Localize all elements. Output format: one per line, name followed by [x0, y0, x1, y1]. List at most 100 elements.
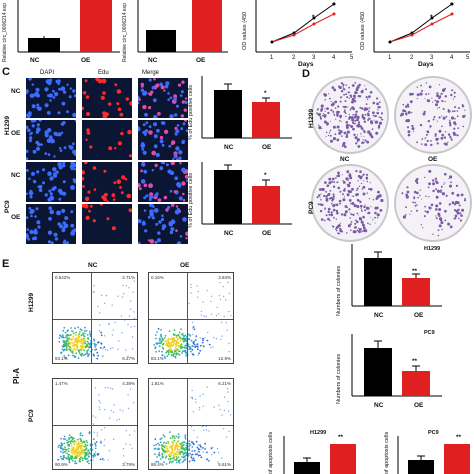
c-chart2-bar-nc [214, 170, 242, 224]
micrograph-dapi-h1299-oe [26, 120, 76, 160]
e-cellline-pc9: PC9 [28, 409, 35, 422]
chart1-svg [17, 0, 120, 53]
od2-tick-2: 2 [410, 55, 414, 61]
c-row-nc-1: NC [11, 88, 21, 95]
od1-svg [255, 0, 352, 53]
od2-tick-3: 3 [430, 55, 434, 61]
d-chart2-sig: ** [412, 358, 418, 365]
chart1-oe-label: OE [81, 57, 91, 64]
od1-star-2: * [332, 2, 335, 9]
chart2-ylabel: Relative circ_0006214 exp [122, 3, 128, 62]
d-chart2-bar-oe [402, 371, 430, 396]
e-chart1-bar-oe [330, 444, 356, 474]
quadrant-hline [53, 319, 137, 320]
quadrant-q2-value: 2.71% [122, 275, 135, 280]
e-chart1-bar-nc [294, 462, 320, 474]
chart1-bar-nc [28, 38, 60, 52]
quadrant-q3-value: 90.9% [55, 462, 68, 467]
c-chart2-nc: NC [224, 230, 234, 237]
od1-tick-5: 5 [350, 55, 354, 61]
c-chart1-ylabel: % of Edu positive cells [188, 84, 194, 140]
d-chart2-bar-nc [364, 348, 392, 396]
d-chart2-oe: OE [414, 402, 424, 409]
d-cellline-pc9: PC9 [308, 201, 315, 214]
e-chart1-svg [283, 436, 356, 474]
quadrant-q1-value: 1.47% [55, 381, 68, 386]
c-chart2-bar-oe [252, 186, 280, 224]
od1-star-1: * [312, 14, 315, 21]
e-yaxis-pia: PI-A [12, 368, 21, 384]
c-row-oe-1: OE [11, 130, 21, 137]
quadrant-vline [91, 273, 92, 363]
e-chart1-ylabel: of apoptosis cells [268, 431, 274, 474]
quadrant-q4-value: 6.27% [122, 356, 135, 361]
quadrant-q4-value: 3.79% [122, 462, 135, 467]
micrograph-edu-pc9-oe [82, 204, 132, 244]
d-chart2-nc: NC [374, 402, 384, 409]
od2-svg [373, 0, 470, 53]
od2-star-2: * [450, 2, 453, 9]
od1-tick-3: 3 [312, 55, 316, 61]
panel-d-letter: D [302, 68, 310, 80]
od1-tick-2: 2 [292, 55, 296, 61]
quadrant-q1-value: 1.81% [151, 381, 164, 386]
chart1-bar-oe [80, 0, 112, 52]
c-chart1-oe: OE [262, 144, 272, 151]
quadrant-vline [187, 379, 188, 469]
e-chart2-title: PC9 [428, 430, 439, 436]
c-chart2-ylabel: % of Edu positive cells [188, 172, 194, 228]
c-chart2-svg [201, 162, 292, 225]
quadrant-q2-value: 4.38% [122, 381, 135, 386]
dish-pc9-nc [311, 164, 389, 242]
d-header-oe: OE [428, 156, 438, 163]
od1-ylabel: OD values (450 [242, 11, 248, 50]
quadrant-vline [187, 273, 188, 363]
c-chart2-oe: OE [262, 230, 272, 237]
e-chart2-bar-oe [444, 444, 470, 474]
e-chart2-svg [397, 436, 470, 474]
od2-xlabel: Days [418, 61, 434, 68]
e-header-nc: NC [88, 262, 98, 269]
c-chart1-nc: NC [224, 144, 234, 151]
od2-star-1: * [430, 14, 433, 21]
quadrant-q3-value: 86.4% [151, 462, 164, 467]
e-cellline-h1299: H1299 [28, 292, 35, 312]
quadrant-q1-value: 0.16% [151, 275, 164, 280]
dish-pc9-oe [394, 164, 472, 242]
c-row-nc-2: NC [11, 172, 21, 179]
c-chart1-star: * [264, 90, 267, 97]
od1-tick-1: 1 [270, 55, 274, 61]
quadrant-q4-value: 12.9% [218, 356, 231, 361]
d-header-nc: NC [340, 156, 350, 163]
od2-tick-4: 4 [450, 55, 454, 61]
quadrant-q1-value: 0.542% [55, 275, 71, 280]
e-header-oe: OE [180, 262, 190, 269]
od2-tick-1: 1 [388, 55, 392, 61]
c-chart1-bar-oe [252, 102, 280, 138]
c-cellline-pc9: PC9 [4, 200, 11, 213]
od2-tick-5: 5 [466, 55, 470, 61]
d-chart1-title: H1299 [424, 246, 441, 252]
dish-h1299-nc [311, 76, 389, 154]
panel-c-letter: C [2, 66, 10, 78]
quadrant-q2-value: 3.84% [218, 275, 231, 280]
c-chart1-svg [201, 76, 292, 139]
d-chart1-ylabel: Numbers of colonies [336, 265, 342, 316]
e-chart1-title: H1299 [310, 430, 327, 436]
chart2-bar-nc [146, 30, 176, 52]
micrograph-dapi-pc9-oe [26, 204, 76, 244]
c-cellline-h1299: H1299 [4, 115, 11, 135]
flow-plot-pc9-oe: 1.81% 6.21% 86.4% 5.61% [148, 378, 234, 470]
chart1-nc-label: NC [30, 57, 40, 64]
e-chart2-bar-nc [408, 460, 434, 474]
flow-plot-h1299-nc: 0.542% 2.71% 93.1% 6.27% [52, 272, 138, 364]
quadrant-hline [53, 425, 137, 426]
chart2-bar-oe [192, 0, 222, 52]
d-chart1-sig: ** [412, 268, 418, 275]
od1-xlabel: Days [298, 61, 314, 68]
micrograph-edu-h1299-oe [82, 120, 132, 160]
micrograph-dapi-h1299-nc [26, 78, 76, 118]
chart2-svg [137, 0, 228, 53]
quadrant-hline [149, 319, 233, 320]
micrograph-merge-h1299-oe [138, 120, 188, 160]
